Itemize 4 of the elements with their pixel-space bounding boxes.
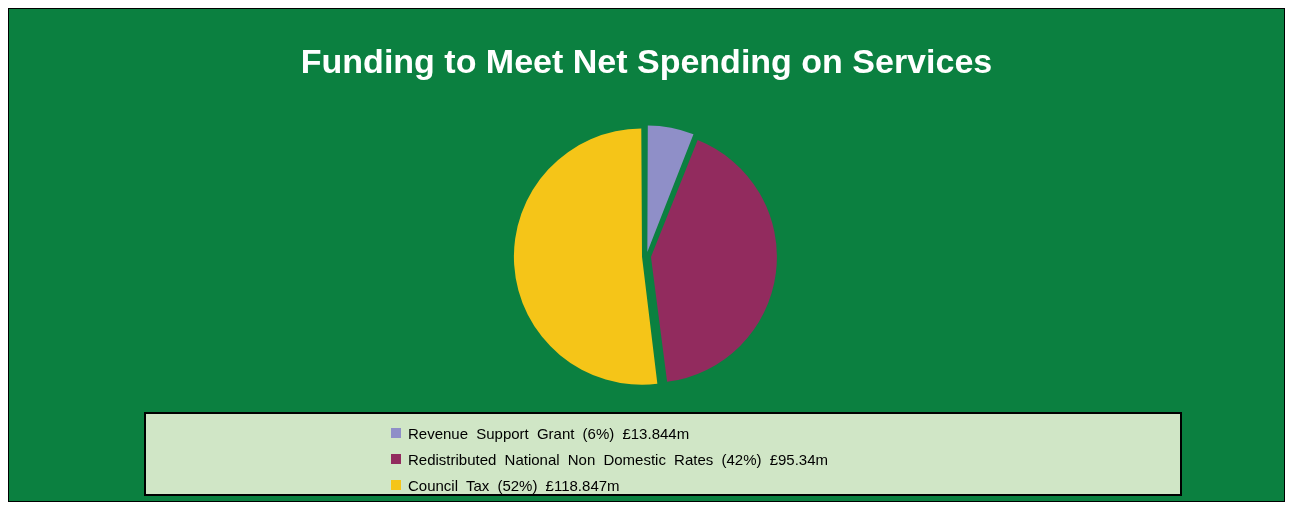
legend-label: Redistributed National Non Domestic Rates (42%) £95.34m — [408, 450, 829, 468]
chart-title: Funding to Meet Net Spending on Services — [300, 41, 993, 80]
legend-label: Council Tax (52%) £118.847m — [408, 476, 620, 494]
legend-label: Revenue Support Grant (6%) £13.844m — [408, 424, 690, 442]
